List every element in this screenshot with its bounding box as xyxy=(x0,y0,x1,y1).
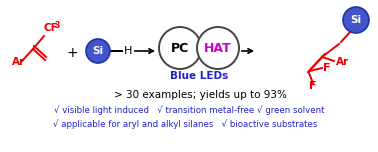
Text: Ar: Ar xyxy=(336,57,349,67)
Text: Ar: Ar xyxy=(12,57,25,67)
Text: > 30 examples; yields up to 93%: > 30 examples; yields up to 93% xyxy=(113,90,287,100)
Text: Si: Si xyxy=(350,15,362,25)
Circle shape xyxy=(86,39,110,63)
Text: H: H xyxy=(124,46,132,56)
Text: HAT: HAT xyxy=(204,41,232,55)
Text: PC: PC xyxy=(171,41,189,55)
Circle shape xyxy=(343,7,369,33)
Text: √ visible light induced   √ transition metal-free √ green solvent: √ visible light induced √ transition met… xyxy=(54,105,324,115)
Text: F: F xyxy=(309,81,317,91)
Text: Si: Si xyxy=(93,46,104,56)
Text: √ applicable for aryl and alkyl silanes   √ bioactive substrates: √ applicable for aryl and alkyl silanes … xyxy=(53,119,317,129)
Text: 3: 3 xyxy=(55,21,60,29)
Text: +: + xyxy=(66,46,78,60)
Text: CF: CF xyxy=(44,23,59,33)
Circle shape xyxy=(197,27,239,69)
Circle shape xyxy=(159,27,201,69)
Text: F: F xyxy=(323,63,330,73)
Text: Blue LEDs: Blue LEDs xyxy=(170,71,228,81)
